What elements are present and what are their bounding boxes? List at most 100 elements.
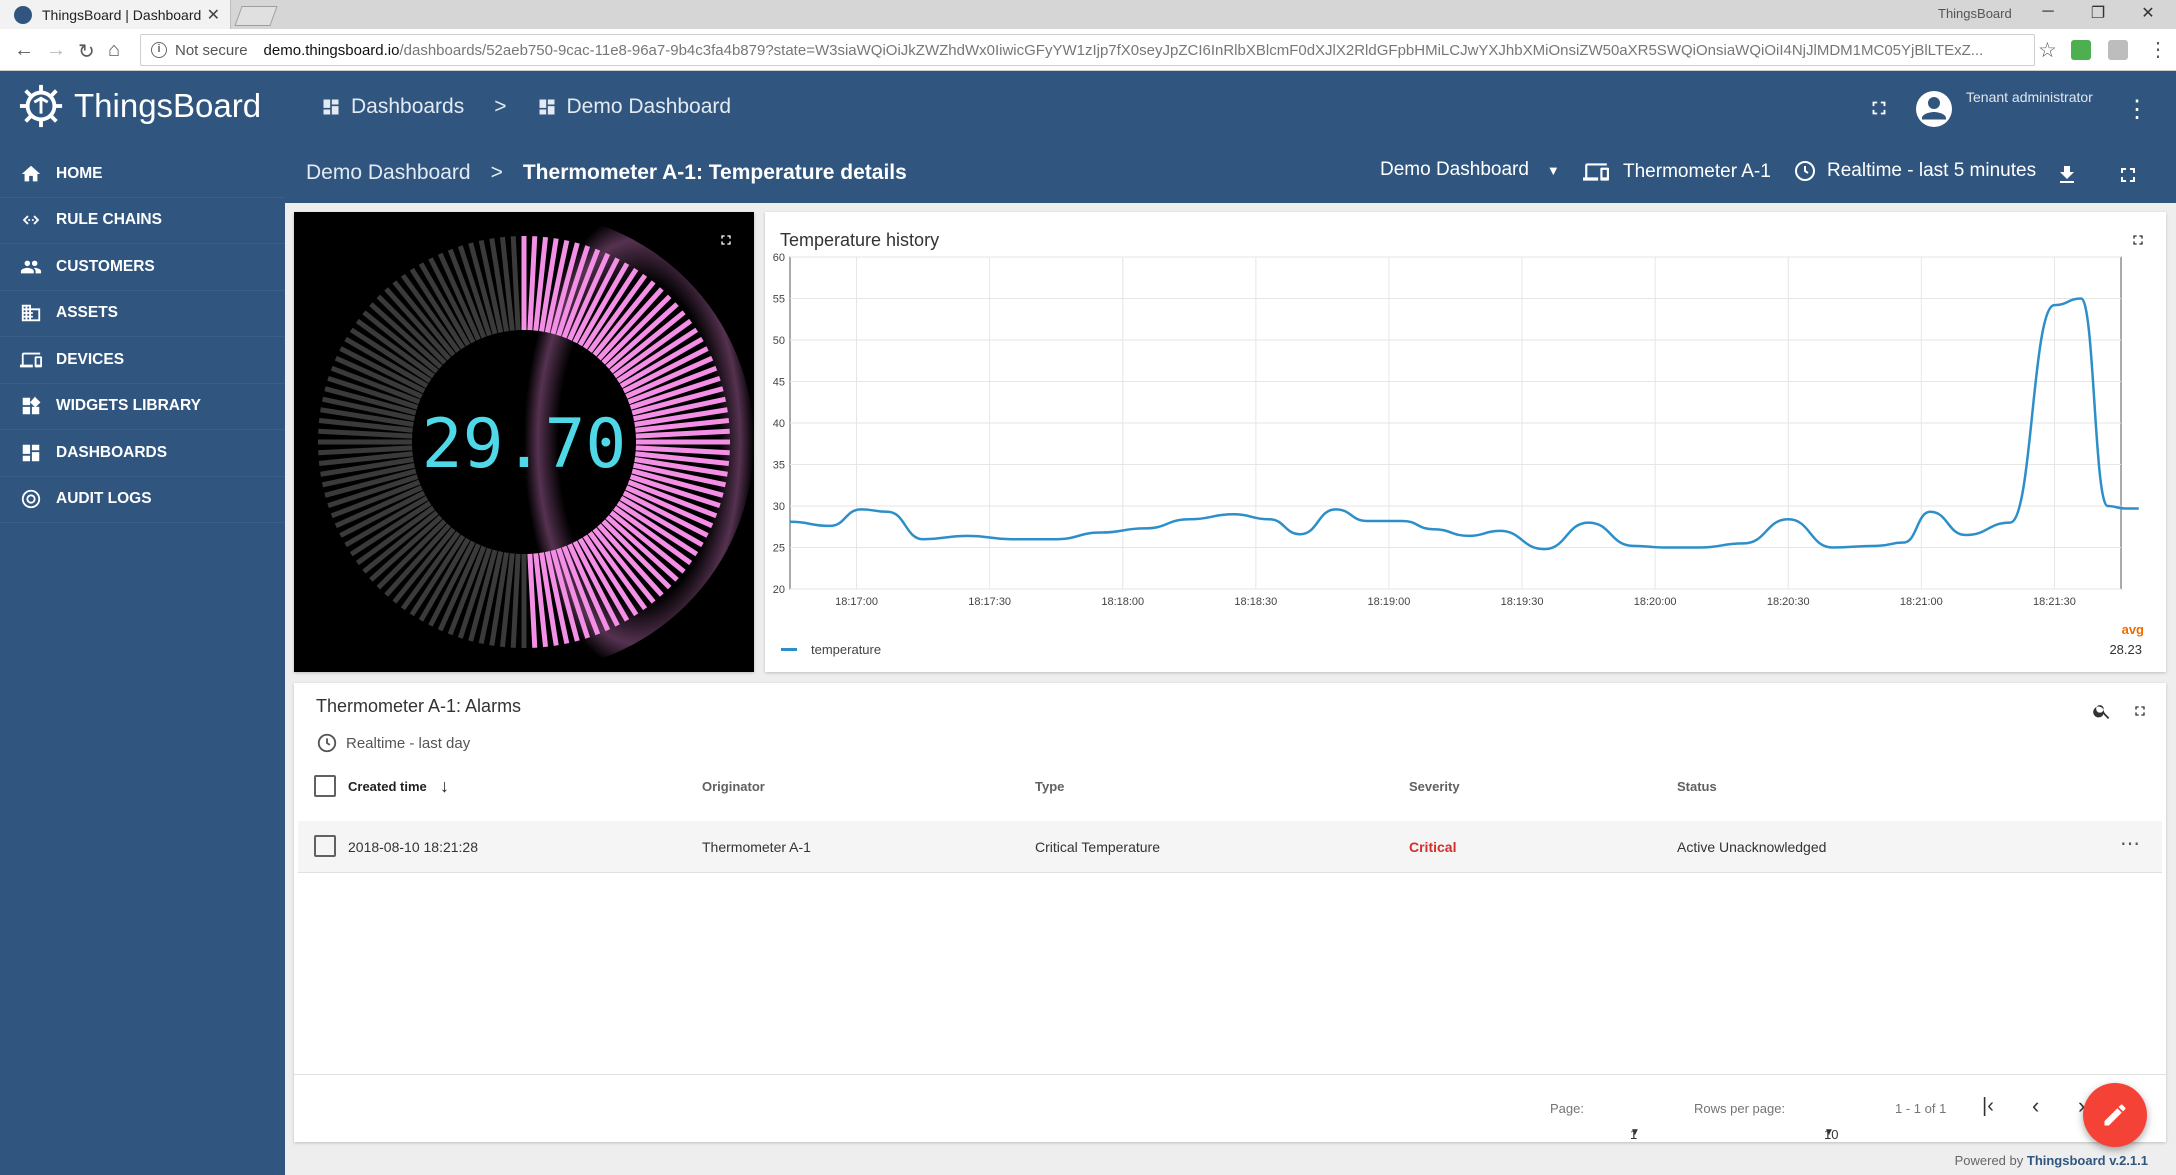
alarms-timewindow[interactable]: Realtime - last day <box>316 732 470 754</box>
legend-label: temperature <box>811 642 882 657</box>
column-status[interactable]: Status <box>1677 778 1717 794</box>
restore-icon[interactable]: ❐ <box>2090 5 2106 22</box>
browser-menu-icon[interactable]: ⋮ <box>2148 39 2168 61</box>
reload-icon[interactable]: ↻ <box>78 41 95 63</box>
next-page-icon[interactable]: › <box>2078 1093 2086 1118</box>
gauge-tick <box>369 515 443 582</box>
sidebar-item-devices[interactable]: DEVICES <box>0 337 285 384</box>
download-icon[interactable] <box>2055 163 2079 187</box>
bookmark-star-icon[interactable]: ☆ <box>2038 39 2057 62</box>
gauge-tick-lit <box>597 287 664 361</box>
y-tick-label: 25 <box>773 543 785 555</box>
gauge-tick <box>409 267 466 350</box>
sidebar-item-widgets-library[interactable]: WIDGETS LIBRARY <box>0 384 285 430</box>
gauge-tick <box>318 417 413 433</box>
gauge-tick <box>428 540 476 627</box>
gauge-tick-lit <box>597 523 664 597</box>
legend-swatch <box>781 648 797 651</box>
gauge-tick-lit <box>629 474 721 509</box>
chart-legend[interactable]: temperature <box>781 642 881 657</box>
gauge-tick-lit <box>533 553 549 648</box>
row-more-icon[interactable]: ⋯ <box>2120 833 2140 855</box>
entity-alias-select[interactable]: Thermometer A-1 <box>1583 159 1771 185</box>
sidebar-item-home[interactable]: HOME <box>0 151 285 198</box>
new-tab-button[interactable] <box>234 6 278 26</box>
extension-icon[interactable] <box>2071 40 2091 60</box>
edit-dashboard-button[interactable] <box>2083 1083 2147 1147</box>
gauge-tick-lit <box>633 396 727 422</box>
table-pagination: Page: 1 ▼ Rows per page: 10 ▼ 1 - 1 of 1… <box>294 1074 2166 1142</box>
sidebar-item-audit-logs[interactable]: AUDIT LOGS <box>0 477 285 523</box>
extension-icon[interactable] <box>2108 40 2128 60</box>
gauge-widget: 29.70 <box>294 212 754 672</box>
column-type[interactable]: Type <box>1035 778 1065 794</box>
thingsboard-favicon-icon <box>14 5 32 24</box>
sort-arrow-down-icon[interactable]: ↓ <box>440 775 449 796</box>
page-label: Page: <box>1550 1101 1584 1116</box>
widget-fullscreen-icon[interactable] <box>2132 703 2148 719</box>
sidebar: ThingsBoard HOME RULE CHAINS CUSTOMERS A… <box>0 71 285 1175</box>
y-tick-label: 45 <box>773 377 785 389</box>
more-vert-icon[interactable]: ⋮ <box>2125 96 2149 123</box>
gauge-tick <box>320 457 414 477</box>
browser-tab[interactable]: ThingsBoard | Dashboard ✕ <box>0 0 231 29</box>
alarms-widget: Thermometer A-1: Alarms Realtime - last … <box>294 683 2166 1142</box>
breadcrumb-dashboards[interactable]: Dashboards <box>351 95 465 118</box>
address-bar[interactable]: i Not secure demo.thingsboard.io /dashbo… <box>140 34 2035 66</box>
state-crumb-dashboard[interactable]: Demo Dashboard <box>306 161 471 184</box>
state-select[interactable]: Demo Dashboard ▼ <box>1380 159 1560 181</box>
gauge-tick-lit <box>629 375 721 410</box>
home-icon <box>21 165 41 182</box>
sidebar-item-assets[interactable]: ASSETS <box>0 291 285 337</box>
gauge-tick-lit <box>544 239 570 333</box>
x-tick-label: 18:18:30 <box>1234 596 1277 608</box>
widgets-icon <box>22 396 41 415</box>
gauge-tick-lit <box>539 238 559 332</box>
page-range: 1 - 1 of 1 <box>1895 1101 1947 1116</box>
home-page-icon[interactable]: ⌂ <box>108 39 121 61</box>
state-crumb-current: Thermometer A-1: Temperature details <box>522 161 907 184</box>
info-icon[interactable]: i <box>151 42 167 58</box>
previous-page-icon[interactable]: ‹ <box>2032 1093 2040 1118</box>
column-severity[interactable]: Severity <box>1409 778 1460 794</box>
first-page-icon[interactable]: |‹ <box>1982 1095 1994 1117</box>
fullscreen-icon[interactable] <box>2116 163 2140 187</box>
footer-version-link[interactable]: Thingsboard v.2.1.1 <box>2026 1153 2148 1168</box>
gauge-tick <box>344 495 429 548</box>
avatar[interactable] <box>1916 91 1952 127</box>
sidebar-item-label: WIDGETS LIBRARY <box>56 397 201 415</box>
thingsboard-logo[interactable]: ThingsBoard <box>18 83 261 129</box>
gauge-tick-lit <box>625 485 714 529</box>
tab-close-icon[interactable]: ✕ <box>206 7 220 24</box>
sidebar-item-dashboards[interactable]: DASHBOARDS <box>0 430 285 477</box>
gauge-tick-lit <box>533 236 549 331</box>
x-tick-label: 18:18:00 <box>1101 596 1144 608</box>
widget-fullscreen-icon[interactable] <box>2130 232 2146 248</box>
dashboards-icon <box>539 99 554 115</box>
minimize-icon[interactable]: ─ <box>2042 3 2054 20</box>
row-checkbox[interactable] <box>314 835 336 857</box>
gauge-tick-lit <box>592 280 656 357</box>
forward-icon[interactable]: → <box>46 39 66 61</box>
sidebar-item-label: CUSTOMERS <box>56 257 155 275</box>
url-host: demo.thingsboard.io <box>263 41 400 59</box>
widget-fullscreen-icon[interactable] <box>718 232 734 248</box>
fullscreen-icon[interactable] <box>1868 97 1890 119</box>
column-created-time[interactable]: Created time <box>348 778 427 794</box>
select-all-checkbox[interactable] <box>314 775 336 797</box>
sidebar-item-customers[interactable]: CUSTOMERS <box>0 244 285 291</box>
gauge-tick-lit <box>633 462 727 488</box>
account-icon <box>1922 97 1946 120</box>
back-icon[interactable]: ← <box>14 39 34 61</box>
search-icon[interactable] <box>2092 701 2112 721</box>
table-row[interactable]: 2018-08-10 18:21:28 Thermometer A-1 Crit… <box>298 821 2162 873</box>
gauge-tick <box>318 445 413 456</box>
column-originator[interactable]: Originator <box>702 778 765 794</box>
window-close-icon[interactable]: ✕ <box>2141 5 2155 22</box>
sidebar-item-rule-chains[interactable]: RULE CHAINS <box>0 198 285 244</box>
gauge-tick <box>447 248 487 339</box>
timewindow-button[interactable]: Realtime - last 5 minutes <box>1793 159 2036 183</box>
gauge-tick <box>468 549 498 642</box>
gauge-tick-lit <box>613 505 693 566</box>
gauge-tick-lit <box>609 510 686 574</box>
